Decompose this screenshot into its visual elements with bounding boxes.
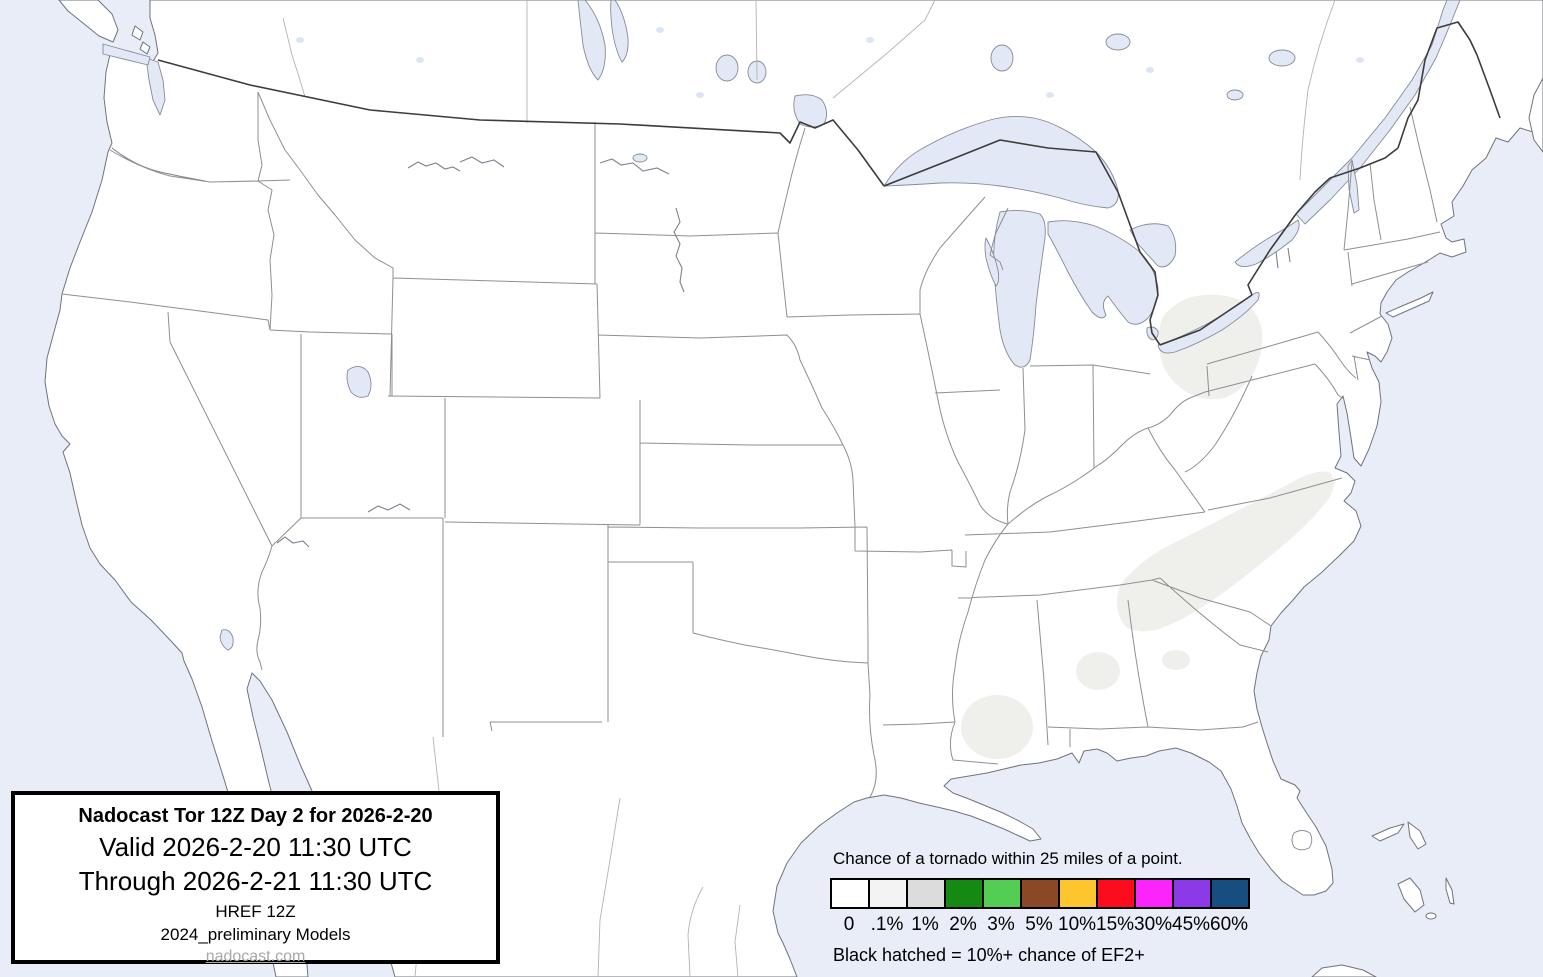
lake-superior: [883, 116, 1119, 209]
legend-footnote: Black hatched = 10%+ chance of EF2+: [833, 945, 1145, 965]
islands: [58, 0, 1543, 977]
legend-label-1%: 1%: [911, 914, 939, 935]
small-lake: [1146, 67, 1154, 73]
canadian-lake: [577, 0, 606, 81]
small-lake: [1046, 92, 1054, 98]
us-canada-border: [157, 21, 1501, 346]
devils-lake: [632, 153, 648, 163]
small-lake: [296, 37, 304, 43]
canadian-lake: [1105, 33, 1131, 51]
lake-of-the-woods: [793, 94, 827, 128]
georgian-bay: [1129, 223, 1177, 268]
lake-manitoba: [715, 54, 739, 82]
lake-sakakawea: [599, 158, 670, 175]
forecast-valid-time: Valid 2026-2-20 11:30 UTC: [99, 832, 412, 862]
forecast-through-time: Through 2026-2-21 11:30 UTC: [78, 866, 433, 896]
lake-erie: [1157, 291, 1260, 354]
legend-swatch-row: [830, 878, 1270, 909]
lake-nipigon: [990, 44, 1014, 72]
small-lake: [866, 37, 874, 43]
green-bay: [984, 237, 1000, 287]
state-borders: [61, 91, 1441, 798]
columbia-river: [111, 147, 206, 182]
legend-label-10%: 10%: [1058, 914, 1097, 935]
canada-province-borders: [282, 0, 1336, 181]
nadocast-site-link[interactable]: nadocast.com: [205, 948, 306, 965]
probability-areas: [961, 294, 1334, 759]
prob-area-georgia: [1162, 650, 1190, 670]
eleuthera-island: [1445, 877, 1455, 905]
nova-scotia: [1528, 77, 1543, 153]
legend-swatch-60%: [1210, 878, 1250, 909]
legend-swatch-.1%: [868, 878, 908, 909]
lake-michigan: [993, 209, 1046, 368]
legend-swatch-3%: [982, 878, 1022, 909]
legend-label-45%: 45%: [1172, 914, 1211, 935]
small-lake: [1356, 57, 1364, 63]
legend-label-5%: 5%: [1025, 914, 1053, 935]
small-lake: [696, 92, 704, 98]
cuba-coast: [1311, 964, 1377, 977]
legend-swatch-2%: [944, 878, 984, 909]
fort-peck-reservoir: [407, 161, 461, 172]
legend-label-2%: 2%: [949, 914, 977, 935]
small-lake: [416, 57, 424, 63]
gulf-island: [139, 41, 151, 55]
legend-swatch-15%: [1096, 878, 1136, 909]
finger-lakes: [1275, 247, 1291, 269]
andros-island: [1397, 877, 1425, 913]
strait-of-juan-de-fuca: [102, 43, 151, 66]
bahama-cay: [1425, 912, 1437, 920]
salton-sea: [219, 629, 234, 651]
legend-swatch-1%: [906, 878, 946, 909]
prob-area-ohio-pennsylvania: [1158, 294, 1263, 400]
gulf-island: [131, 25, 144, 41]
rivers: [111, 147, 1291, 548]
small-lake: [656, 27, 664, 33]
legend-swatch-5%: [1020, 878, 1060, 909]
forecast-title-box: Nadocast Tor 12Z Day 2 for 2026-2-20 Val…: [11, 791, 500, 965]
legend-label-0: 0: [843, 914, 855, 935]
legend-label-.1%: .1%: [870, 914, 904, 935]
forecast-models-note: 2024_preliminary Models: [160, 925, 351, 944]
lake-huron: [1047, 220, 1159, 325]
prob-area-alabama: [1076, 652, 1120, 690]
legend-heading: Chance of a tornado within 25 miles of a…: [833, 849, 1183, 868]
long-island: [1385, 291, 1434, 318]
puget-sound: [145, 57, 166, 116]
lake-powell: [367, 503, 411, 513]
forecast-model: HREF 12Z: [215, 902, 296, 921]
legend-label-3%: 3%: [987, 914, 1015, 935]
upper-missouri-river: [459, 156, 505, 168]
canadian-lake: [1268, 49, 1296, 67]
canadian-lake: [1226, 89, 1244, 101]
legend-swatch-45%: [1172, 878, 1212, 909]
prob-area-carolinas: [1116, 471, 1334, 632]
lake-oahe: [673, 207, 685, 293]
lake-mead: [276, 536, 310, 548]
canadian-lake: [610, 0, 629, 63]
prob-area-mississippi: [961, 695, 1033, 759]
lake-okeechobee: [1291, 830, 1313, 851]
forecast-title: Nadocast Tor 12Z Day 2 for 2026-2-20: [78, 805, 433, 827]
grand-bahama: [1371, 823, 1405, 842]
legend-swatch-0: [830, 878, 870, 909]
legend-label-row: 0 .1% 1% 2% 3% 5% 10% 15% 30% 45% 60%: [830, 914, 1270, 936]
legend-label-15%: 15%: [1096, 914, 1135, 935]
vancouver-island: [58, 0, 119, 43]
legend-label-60%: 60%: [1210, 914, 1249, 935]
legend-label-30%: 30%: [1134, 914, 1173, 935]
legend-swatch-10%: [1058, 878, 1098, 909]
legend-swatch-30%: [1134, 878, 1174, 909]
probability-legend: Chance of a tornado within 25 miles of a…: [830, 849, 1270, 966]
great-salt-lake: [346, 366, 372, 398]
abaco-island: [1407, 821, 1427, 850]
